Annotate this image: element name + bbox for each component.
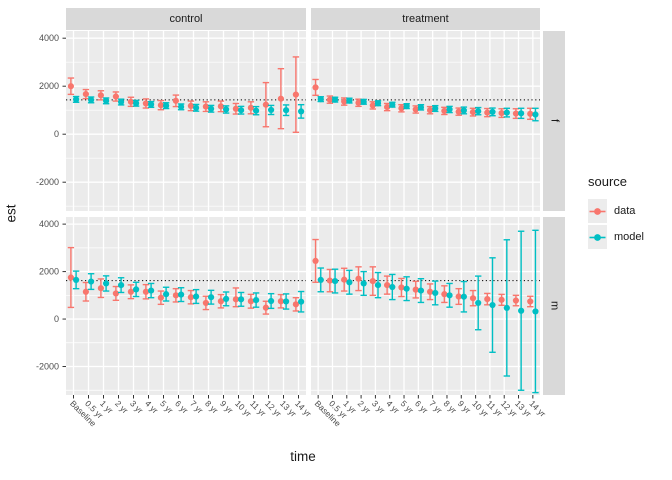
series-model [317,229,539,394]
svg-text:6 yr: 6 yr [413,398,430,415]
legend-key-data [588,199,607,223]
gridlines [66,31,306,211]
panel-control-m [66,217,306,395]
model-pointrange-icon [589,233,606,241]
facet-strip-control-label: control [169,12,203,25]
svg-text:5 yr: 5 yr [158,398,175,415]
svg-text:7 yr: 7 yr [427,398,444,415]
x-axis-title: time [290,449,316,464]
legend-label-model: model [614,231,644,243]
svg-text:5 yr: 5 yr [399,398,416,415]
panel-background [311,217,540,395]
series-model [72,270,305,313]
facet-strip-treatment-label: treatment [402,12,449,25]
gridlines [311,31,540,211]
svg-text:3 yr: 3 yr [128,398,145,415]
svg-text:4 yr: 4 yr [384,398,401,415]
svg-text:2 yr: 2 yr [113,398,130,415]
legend: source data model [588,174,644,250]
svg-text:0: 0 [54,129,59,139]
series-data [312,238,534,308]
gridlines [311,217,540,395]
series-data [67,246,300,315]
series-data [312,78,534,121]
svg-text:2000: 2000 [39,267,59,277]
svg-text:9 yr: 9 yr [218,398,235,415]
svg-text:6 yr: 6 yr [173,398,190,415]
facet-strip-m: m [543,217,565,395]
svg-text:2 yr: 2 yr [356,398,373,415]
panel-control-f [66,31,306,211]
legend-label-data: data [614,205,636,217]
svg-text:4000: 4000 [39,33,59,43]
panel-treatment-m [311,217,540,395]
svg-text:10 yr: 10 yr [233,398,254,419]
svg-text:0: 0 [54,314,59,324]
y-axis: 4000 2000 0 -2000 4000 2000 0 -2000 [36,33,66,372]
facet-strip-f-label: f [548,119,561,123]
legend-item-model: model [588,224,644,250]
svg-text:8 yr: 8 yr [203,398,220,415]
series-data [67,56,300,133]
svg-text:3 yr: 3 yr [370,398,387,415]
facet-strip-control: control [66,8,306,30]
panel-background [66,31,306,211]
svg-text:8 yr: 8 yr [442,398,459,415]
facet-strip-treatment: treatment [311,8,540,30]
svg-text:-2000: -2000 [36,362,59,372]
data-pointrange-icon [589,207,606,215]
panel-treatment-f [311,31,540,211]
svg-text:4000: 4000 [39,219,59,229]
legend-key-model [588,225,607,249]
facet-strip-f: f [543,31,565,211]
y-axis-title: est [3,204,19,223]
svg-text:-2000: -2000 [36,177,59,187]
svg-text:9 yr: 9 yr [456,398,473,415]
panel-background [66,217,306,395]
svg-text:2000: 2000 [39,81,59,91]
legend-item-data: data [588,198,644,224]
svg-text:4 yr: 4 yr [143,398,160,415]
panel-background [311,31,540,211]
gridlines [66,217,306,395]
facet-strip-m-label: m [548,301,561,311]
svg-text:7 yr: 7 yr [188,398,205,415]
legend-title: source [588,174,628,189]
series-model [317,96,539,122]
svg-text:11 yr: 11 yr [248,398,268,418]
series-model [72,95,305,119]
